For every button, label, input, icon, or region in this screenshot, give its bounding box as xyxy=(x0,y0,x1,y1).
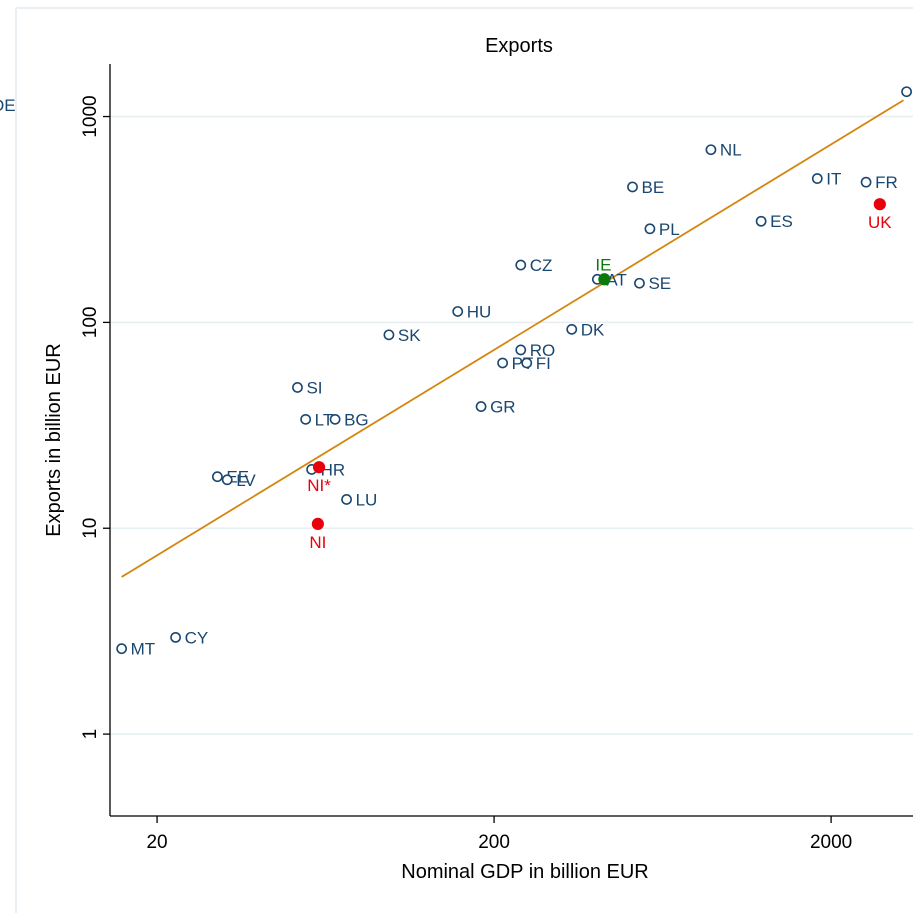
point-label-lu: LU xyxy=(356,490,378,509)
chart-title: Exports xyxy=(485,35,553,57)
point-it xyxy=(811,173,823,184)
x-tick-label-200: 200 xyxy=(478,832,510,853)
point-label-ie: IE xyxy=(595,255,611,274)
point-gr xyxy=(475,401,487,412)
point-dk xyxy=(566,323,578,335)
point-label-be: BE xyxy=(642,178,665,197)
fit-line xyxy=(121,99,904,578)
point-label-bg: BG xyxy=(344,410,369,429)
y-tick-label-1: 1 xyxy=(80,729,101,740)
y-ticks: 1 10 100 1000 xyxy=(80,95,110,739)
point-label-pl: PL xyxy=(659,220,680,239)
point-pl xyxy=(644,223,656,235)
point-ie xyxy=(598,273,611,286)
x-ticks: 20 200 2000 xyxy=(146,816,852,853)
point-label-fr: FR xyxy=(875,173,898,192)
point-label-es: ES xyxy=(770,212,793,231)
point-label-ni: NI xyxy=(309,533,326,552)
point-label-mt: MT xyxy=(131,640,156,659)
point-label-gr: GR xyxy=(490,398,516,417)
point-cy xyxy=(170,631,182,643)
point-es xyxy=(755,215,767,227)
point-ee xyxy=(211,471,223,483)
point-label-lv: LV xyxy=(236,471,256,490)
point-label-lt: LT xyxy=(315,410,334,429)
point-lu xyxy=(341,494,352,505)
data-points: MTCYEELVSILTBGHRLUSKHUGRPTFIROCZDKATIESE… xyxy=(0,86,912,659)
point-label-cz: CZ xyxy=(530,256,553,275)
x-tick-label-20: 20 xyxy=(146,832,167,853)
point-fr xyxy=(860,176,872,188)
point-pt xyxy=(497,357,509,369)
point-label-dk: DK xyxy=(581,320,605,339)
point-label-hu: HU xyxy=(467,302,492,321)
point-lv xyxy=(221,474,233,486)
y-tick-label-1000: 1000 xyxy=(80,95,101,137)
x-axis-label: Nominal GDP in billion EUR xyxy=(401,861,649,883)
point-label-se: SE xyxy=(648,274,671,293)
fit-line-group xyxy=(121,99,904,578)
point-label-fi: FI xyxy=(536,354,551,373)
point-label-de: DE xyxy=(0,96,16,115)
point-lt xyxy=(300,413,312,425)
point-ro xyxy=(515,344,527,356)
point-label-si: SI xyxy=(306,378,322,397)
point-de xyxy=(901,86,912,98)
x-tick-label-2000: 2000 xyxy=(810,832,852,853)
point-mt xyxy=(116,643,128,655)
point-ni xyxy=(311,517,324,530)
y-axis-label: Exports in billion EUR xyxy=(43,343,65,536)
point-label-it: IT xyxy=(826,170,841,189)
point-label-at: AT xyxy=(606,270,626,289)
point-fi xyxy=(521,357,533,369)
point-label-hr: HR xyxy=(321,460,346,479)
grid-lines xyxy=(110,115,913,735)
point-se xyxy=(634,277,645,289)
point-nl xyxy=(705,144,717,156)
point-label-uk: UK xyxy=(868,213,892,232)
point-cz xyxy=(515,259,527,271)
point-label-cy: CY xyxy=(185,628,209,647)
point-hu xyxy=(452,306,464,317)
point-bg xyxy=(329,413,341,425)
point-ni xyxy=(312,461,326,474)
point-sk xyxy=(383,329,395,341)
point-label-ni: NI* xyxy=(307,476,331,495)
point-uk xyxy=(873,198,886,211)
point-si xyxy=(292,382,303,393)
y-tick-label-100: 100 xyxy=(80,307,101,339)
point-be xyxy=(627,181,638,193)
point-label-sk: SK xyxy=(398,326,421,345)
y-tick-label-10: 10 xyxy=(80,518,101,539)
point-label-nl: NL xyxy=(720,141,742,160)
point-label-ro: RO xyxy=(530,341,556,360)
